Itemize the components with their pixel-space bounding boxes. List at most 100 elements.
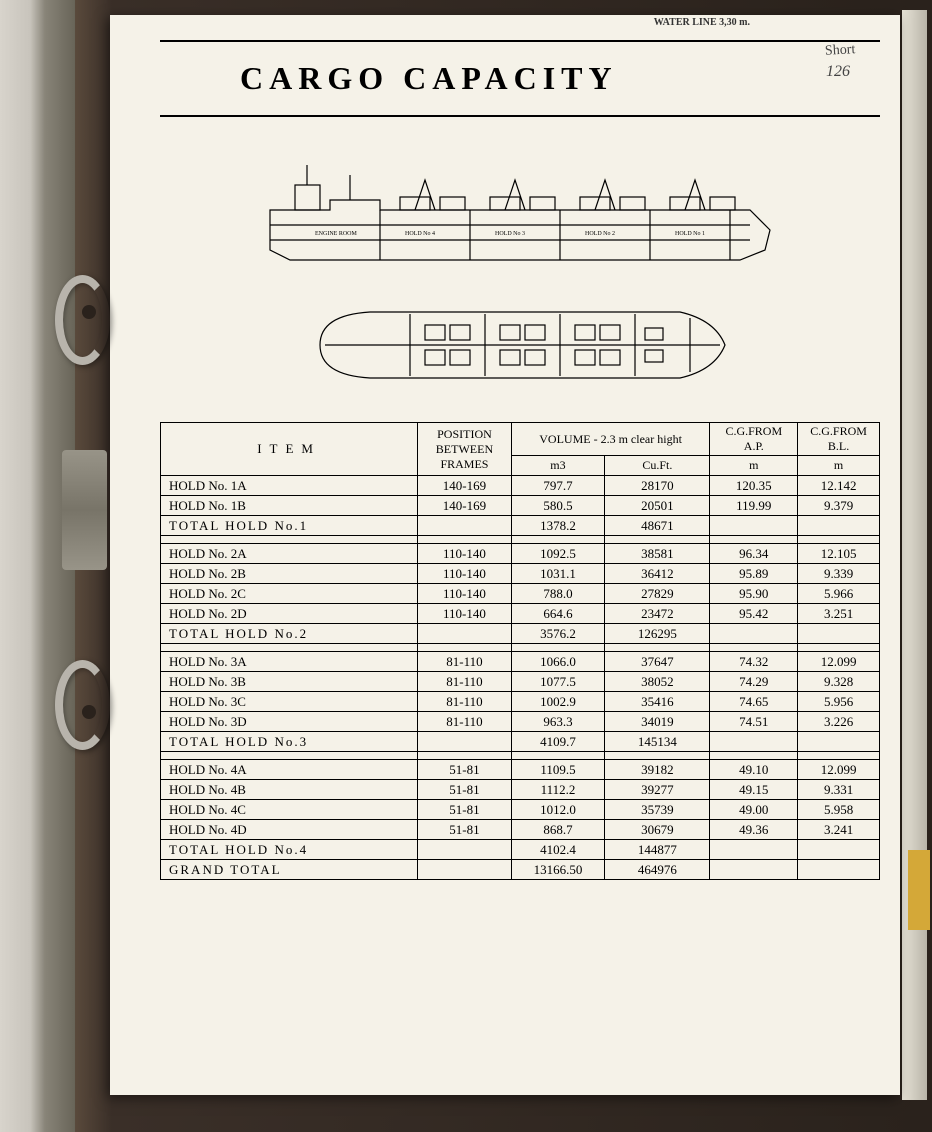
item-cell: HOLD No. 2C (161, 584, 418, 604)
cuft-cell: 464976 (605, 860, 710, 880)
table-row: HOLD No. 4A51-811109.53918249.1012.099 (161, 760, 880, 780)
table-row: HOLD No. 1B140-169580.520501119.999.379 (161, 496, 880, 516)
document-page: WATER LINE 3,30 m. Short 126 CARGO CAPAC… (110, 15, 900, 1095)
position-cell: 81-110 (418, 692, 512, 712)
spacer-cell (511, 644, 605, 652)
ap-cell (710, 860, 798, 880)
item-cell: TOTAL HOLD No.1 (161, 516, 418, 536)
bl-cell: 12.099 (798, 652, 880, 672)
cuft-cell: 34019 (605, 712, 710, 732)
cuft-cell: 35739 (605, 800, 710, 820)
spacer-cell (511, 752, 605, 760)
ap-cell: 49.15 (710, 780, 798, 800)
cuft-cell: 38581 (605, 544, 710, 564)
m3-cell: 1378.2 (511, 516, 605, 536)
m3-cell: 13166.50 (511, 860, 605, 880)
position-cell: 110-140 (418, 584, 512, 604)
table-row (161, 644, 880, 652)
spacer-cell (418, 752, 512, 760)
ap-cell: 74.65 (710, 692, 798, 712)
spacer-cell (605, 752, 710, 760)
svg-text:HOLD No 1: HOLD No 1 (675, 231, 705, 237)
position-cell: 51-81 (418, 780, 512, 800)
item-cell: HOLD No. 1B (161, 496, 418, 516)
bl-cell: 9.331 (798, 780, 880, 800)
header-item: ITEM (161, 423, 418, 476)
m3-cell: 868.7 (511, 820, 605, 840)
spacer-cell (798, 752, 880, 760)
header-cuft: Cu.Ft. (605, 456, 710, 476)
spacer-cell (798, 536, 880, 544)
svg-text:HOLD No 2: HOLD No 2 (585, 231, 615, 237)
cuft-cell: 20501 (605, 496, 710, 516)
item-cell: HOLD No. 3A (161, 652, 418, 672)
cuft-cell: 23472 (605, 604, 710, 624)
header-m-ap: m (710, 456, 798, 476)
cuft-cell: 145134 (605, 732, 710, 752)
page-title: CARGO CAPACITY (160, 60, 880, 97)
item-cell: HOLD No. 2B (161, 564, 418, 584)
bl-cell: 3.241 (798, 820, 880, 840)
binder-clip (62, 450, 107, 570)
table-row: HOLD No. 4B51-811112.23927749.159.331 (161, 780, 880, 800)
header-cg-ap: C.G.FROM A.P. (710, 423, 798, 456)
m3-cell: 1012.0 (511, 800, 605, 820)
table-row: HOLD No. 2C110-140788.02782995.905.966 (161, 584, 880, 604)
cuft-cell: 35416 (605, 692, 710, 712)
cuft-cell: 39277 (605, 780, 710, 800)
position-cell (418, 860, 512, 880)
bl-cell: 12.099 (798, 760, 880, 780)
bl-cell: 9.328 (798, 672, 880, 692)
title-box: CARGO CAPACITY (160, 40, 880, 117)
ship-top-view (310, 300, 730, 390)
table-row: TOTAL HOLD No.23576.2126295 (161, 624, 880, 644)
cargo-capacity-table: ITEM POSITION BETWEEN FRAMES VOLUME - 2.… (160, 422, 880, 880)
item-cell: HOLD No. 1A (161, 476, 418, 496)
item-cell: HOLD No. 3C (161, 692, 418, 712)
spacer-cell (710, 536, 798, 544)
m3-cell: 1109.5 (511, 760, 605, 780)
ap-cell: 120.35 (710, 476, 798, 496)
table-row: TOTAL HOLD No.11378.248671 (161, 516, 880, 536)
table-row: HOLD No. 4D51-81868.73067949.363.241 (161, 820, 880, 840)
m3-cell: 1092.5 (511, 544, 605, 564)
table-row (161, 536, 880, 544)
spacer-cell (710, 644, 798, 652)
ap-cell (710, 732, 798, 752)
spacer-cell (511, 536, 605, 544)
spacer-cell (798, 644, 880, 652)
bl-cell (798, 860, 880, 880)
position-cell: 110-140 (418, 604, 512, 624)
item-cell: HOLD No. 3D (161, 712, 418, 732)
page-stack (902, 10, 927, 1100)
bl-cell (798, 840, 880, 860)
handwritten-label: Short (824, 42, 855, 60)
cuft-cell: 28170 (605, 476, 710, 496)
cuft-cell: 126295 (605, 624, 710, 644)
table-row: HOLD No. 1A140-169797.728170120.3512.142 (161, 476, 880, 496)
item-cell: HOLD No. 4D (161, 820, 418, 840)
header-position: POSITION BETWEEN FRAMES (418, 423, 512, 476)
bl-cell: 5.958 (798, 800, 880, 820)
position-cell (418, 840, 512, 860)
ap-cell: 74.29 (710, 672, 798, 692)
ship-side-view: ENGINE ROOM HOLD No 4 HOLD No 3 HOLD No … (260, 155, 780, 285)
ap-cell: 49.00 (710, 800, 798, 820)
bl-cell (798, 516, 880, 536)
spacer-cell (161, 644, 418, 652)
bl-cell (798, 624, 880, 644)
bl-cell: 3.226 (798, 712, 880, 732)
table-row: HOLD No. 2B110-1401031.13641295.899.339 (161, 564, 880, 584)
cuft-cell: 27829 (605, 584, 710, 604)
header-m3: m3 (511, 456, 605, 476)
spacer-cell (418, 644, 512, 652)
bl-cell: 12.142 (798, 476, 880, 496)
bl-cell: 5.966 (798, 584, 880, 604)
table-row: GRAND TOTAL13166.50464976 (161, 860, 880, 880)
position-cell (418, 516, 512, 536)
table-row (161, 752, 880, 760)
ap-cell: 49.36 (710, 820, 798, 840)
header-cg-bl: C.G.FROM B.L. (798, 423, 880, 456)
item-cell: HOLD No. 2A (161, 544, 418, 564)
ap-cell: 95.89 (710, 564, 798, 584)
